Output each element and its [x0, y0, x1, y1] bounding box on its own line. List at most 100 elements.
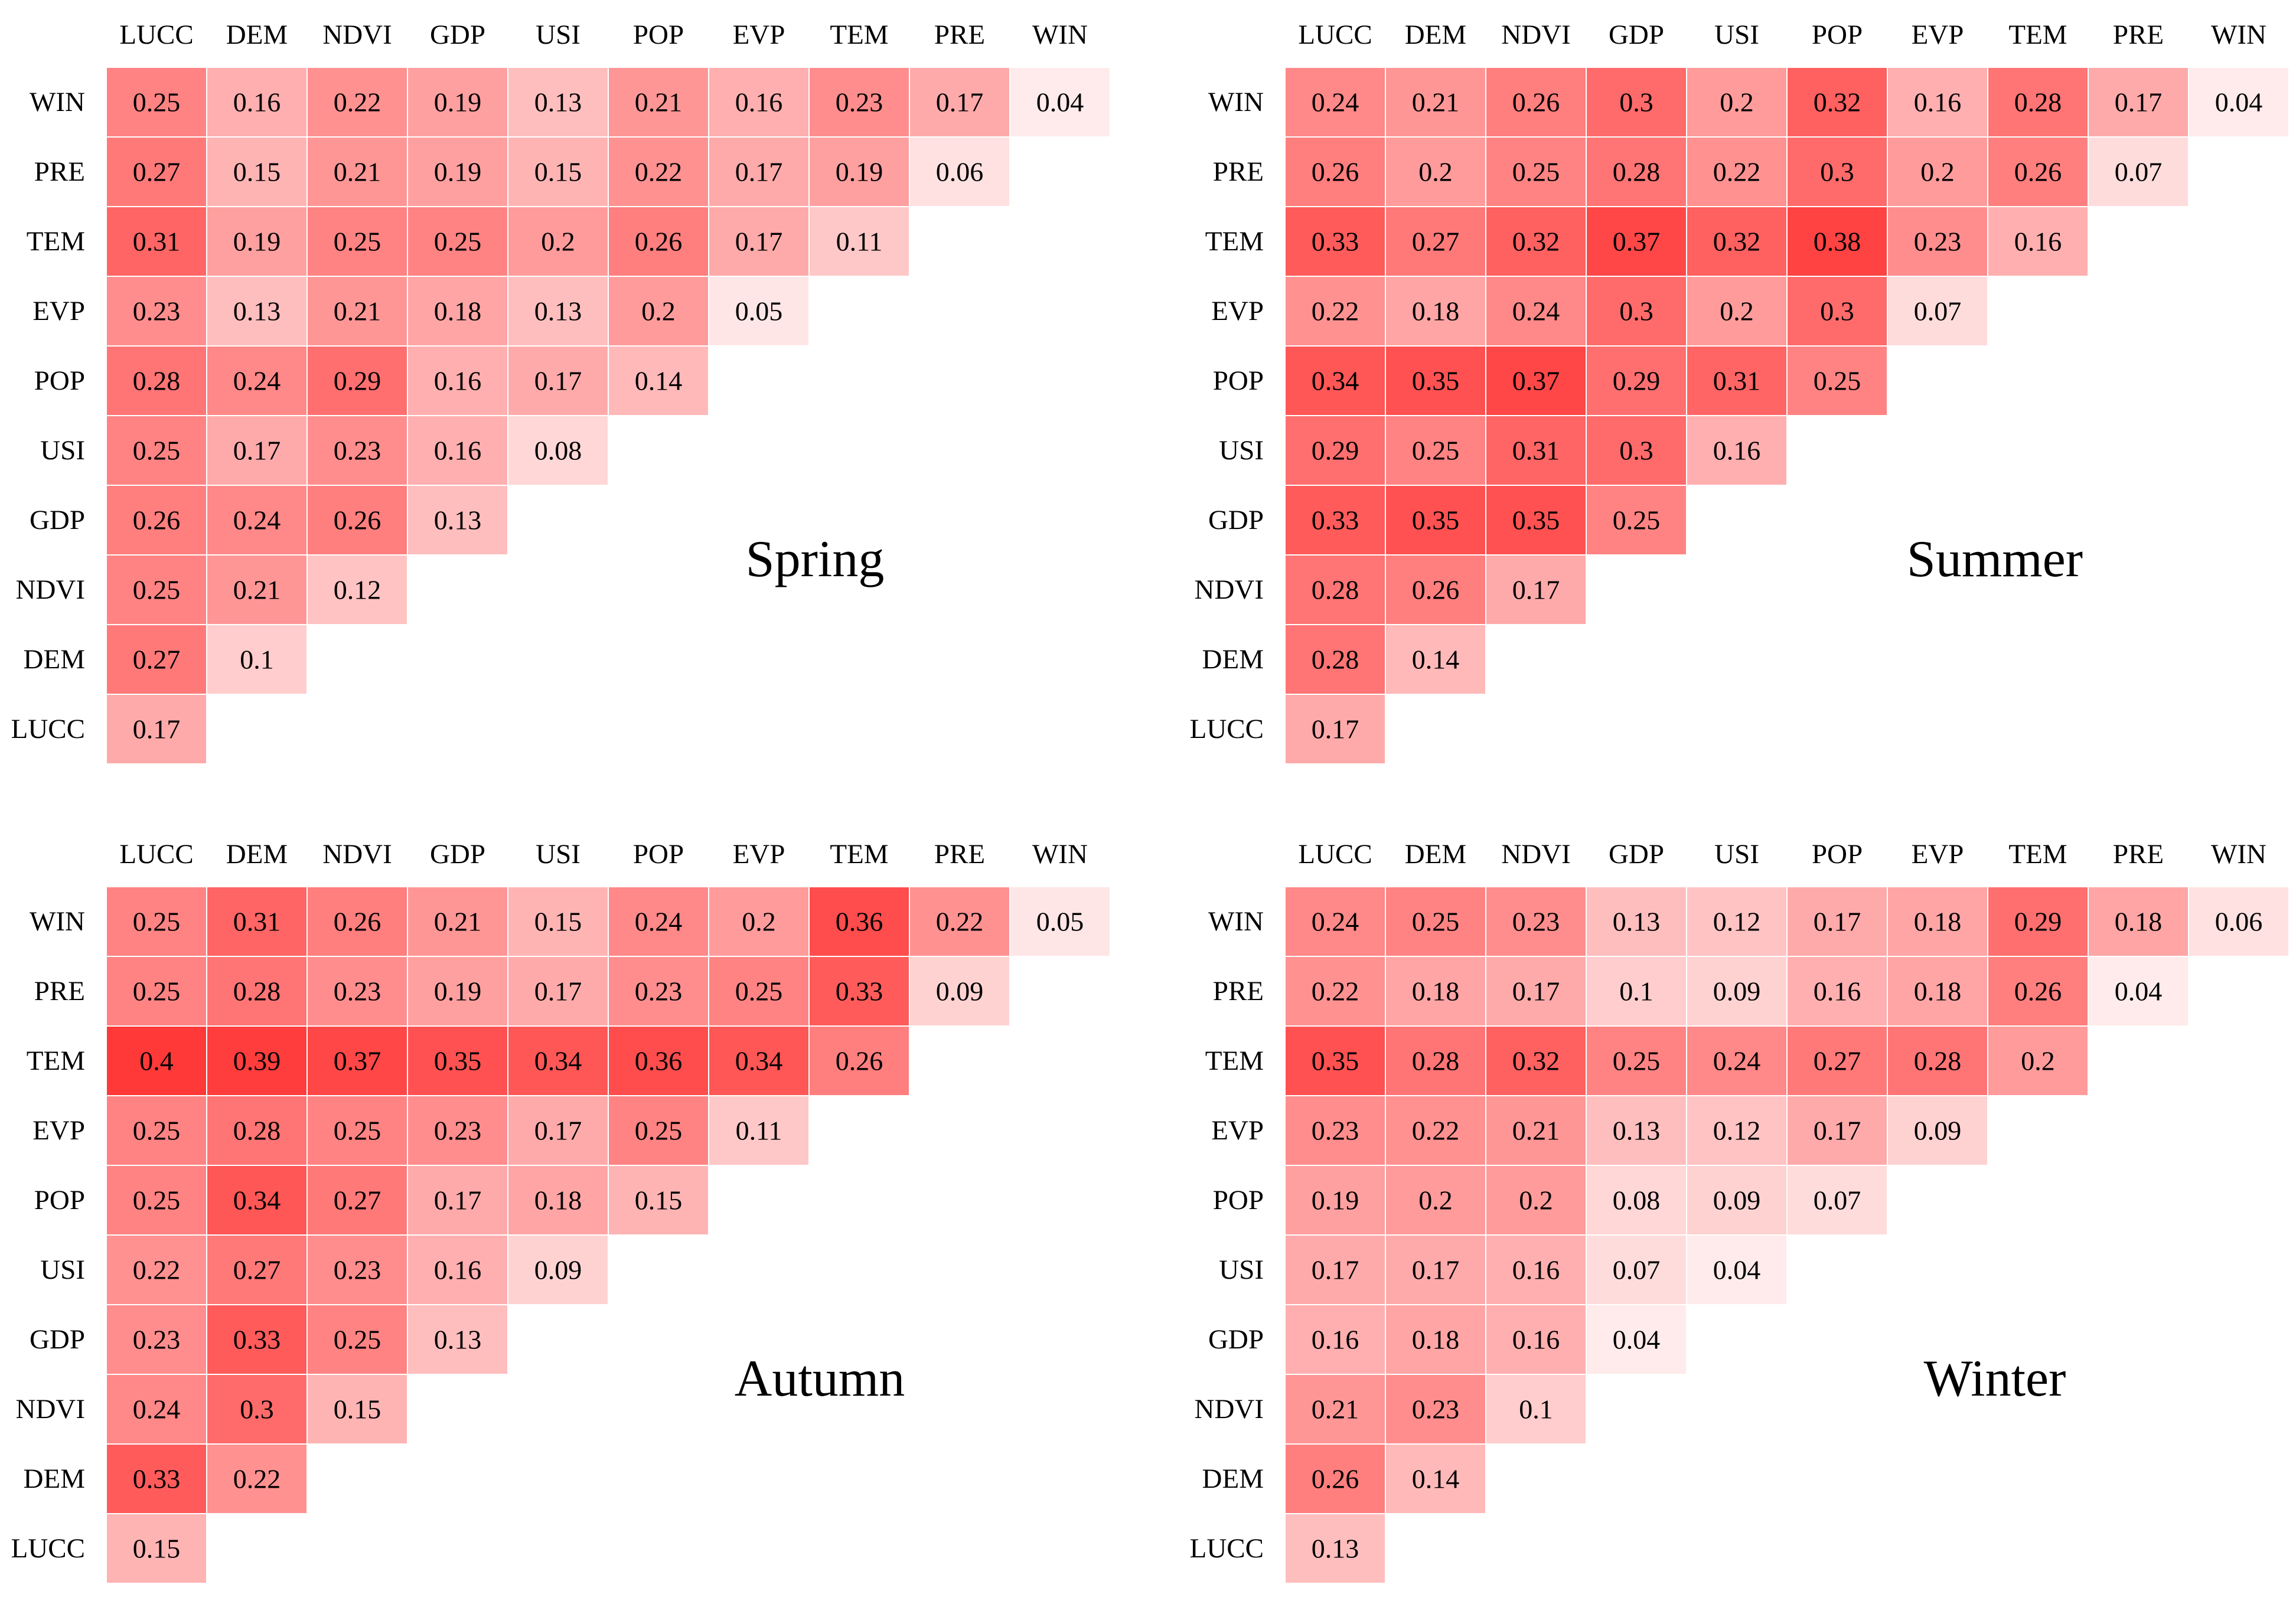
summer-heatmap-cell	[1586, 206, 1687, 277]
autumn-heatmap-cell	[608, 956, 709, 1027]
autumn-heatmap-cell	[507, 886, 609, 957]
winter-y-tick-tem: TEM	[1205, 1046, 1264, 1076]
winter-cell-value-label: 0.16	[1814, 976, 1861, 1007]
autumn-cell-value-label: 0.37	[334, 1046, 381, 1076]
winter-heatmap-cell	[1987, 886, 2089, 957]
summer-heatmap-cell	[1385, 624, 1486, 695]
spring-cell-value-label: 0.2	[641, 296, 676, 326]
spring-cell-value-label: 0.18	[434, 296, 482, 326]
spring-cell-value-label: 0.27	[133, 157, 181, 187]
summer-x-tick-win: WIN	[2211, 19, 2266, 50]
summer-x-tick-evp: EVP	[1912, 19, 1964, 50]
autumn-cell-value-label: 0.25	[334, 1116, 381, 1146]
winter-y-tick-win: WIN	[1208, 906, 1264, 937]
spring-heatmap-cell	[206, 624, 308, 695]
winter-cell-value-label: 0.06	[2215, 907, 2263, 937]
summer-cell-value-label: 0.29	[1312, 436, 1359, 466]
autumn-heatmap-cell	[608, 886, 709, 957]
summer-cell-value-label: 0.32	[1713, 227, 1761, 257]
autumn-heatmap-cell	[106, 1374, 207, 1445]
winter-cell-value-label: 0.17	[1412, 1255, 1460, 1285]
spring-heatmap-cell	[808, 136, 910, 207]
summer-heatmap-cell	[1987, 136, 2089, 207]
winter-cell-value-label: 0.24	[1312, 907, 1359, 937]
summer-cell-value-label: 0.25	[1613, 505, 1661, 535]
winter-cell-value-label: 0.24	[1713, 1046, 1761, 1076]
summer-cell-value-label: 0.24	[1512, 296, 1560, 326]
winter-heatmap-panel: LUCC DEM NDVI GDP USI POP EVP TEM PRE WIN WIN PRE TE…	[1190, 839, 2290, 1584]
winter-heatmap-cell	[1284, 1304, 1386, 1375]
spring-cell-value-label: 0.23	[334, 436, 381, 466]
autumn-cell-value-label: 0.13	[434, 1325, 482, 1355]
autumn-heatmap-cell	[608, 1025, 709, 1096]
summer-cell-value-label: 0.37	[1512, 366, 1560, 396]
spring-heatmap-cell	[206, 415, 308, 486]
summer-heatmap-cell	[1385, 206, 1486, 277]
autumn-cell-value-label: 0.15	[334, 1394, 381, 1425]
summer-cell-value-label: 0.26	[1512, 87, 1560, 117]
summer-heatmap-cell	[2088, 136, 2189, 207]
autumn-heatmap-cell	[106, 1513, 207, 1584]
spring-x-tick-usi: USI	[536, 19, 580, 50]
summer-cell-value-label: 0.37	[1613, 227, 1661, 257]
winter-cell-value-label: 0.22	[1312, 976, 1359, 1007]
autumn-x-tick-pop: POP	[633, 839, 684, 870]
autumn-cell-value-label: 0.24	[133, 1394, 181, 1425]
autumn-y-tick-evp: EVP	[32, 1115, 85, 1146]
spring-heatmap-cell	[306, 415, 408, 486]
winter-x-tick-gdp: GDP	[1609, 839, 1664, 870]
summer-cell-value-label: 0.16	[2014, 227, 2062, 257]
summer-heatmap-cell	[1586, 415, 1687, 486]
spring-cell-value-label: 0.13	[233, 296, 281, 326]
autumn-cell-value-label: 0.17	[534, 976, 582, 1007]
winter-heatmap-cell	[1385, 1374, 1486, 1445]
summer-heatmap-cell	[1284, 67, 1386, 138]
spring-cell-value-label: 0.14	[635, 366, 683, 396]
autumn-cell-value-label: 0.2	[742, 907, 776, 937]
spring-heatmap-cell	[909, 136, 1010, 207]
autumn-heatmap-cell	[608, 1165, 709, 1236]
autumn-cell-value-label: 0.25	[133, 1116, 181, 1146]
summer-x-tick-usi: USI	[1714, 19, 1759, 50]
summer-x-tick-lucc: LUCC	[1298, 19, 1372, 50]
summer-cell-value-label: 0.17	[2115, 87, 2163, 117]
autumn-heatmap-cell	[708, 956, 810, 1027]
autumn-heatmap-cell	[206, 1234, 308, 1305]
winter-heatmap-cell	[2088, 956, 2189, 1027]
winter-heatmap-cell	[1485, 1165, 1587, 1236]
autumn-cell-value-label: 0.34	[735, 1046, 783, 1076]
autumn-cell-value-label: 0.17	[434, 1185, 482, 1216]
autumn-y-tick-gdp: GDP	[30, 1324, 85, 1355]
winter-x-tick-ndvi: NDVI	[1501, 839, 1570, 870]
summer-y-tick-gdp: GDP	[1208, 505, 1264, 535]
autumn-heatmap-cell	[708, 1095, 810, 1166]
autumn-heatmap-cell	[206, 1095, 308, 1166]
winter-heatmap-cell	[1485, 1025, 1587, 1096]
summer-heatmap-cell	[1284, 694, 1386, 765]
spring-heatmap-cell	[708, 136, 810, 207]
summer-heatmap-cell	[1686, 276, 1788, 347]
winter-cell-value-label: 0.21	[1312, 1394, 1359, 1425]
summer-heatmap-cell	[1284, 206, 1386, 277]
summer-cell-value-label: 0.14	[1412, 645, 1460, 675]
autumn-heatmap-cell	[407, 1234, 508, 1305]
autumn-heatmap-cell	[106, 1165, 207, 1236]
autumn-heatmap-cell	[306, 1165, 408, 1236]
winter-heatmap-cell	[1385, 886, 1486, 957]
summer-cell-value-label: 0.35	[1412, 366, 1460, 396]
autumn-cell-value-label: 0.09	[936, 976, 984, 1007]
summer-heatmap-cell	[1485, 206, 1587, 277]
spring-heatmap-cell	[106, 345, 207, 416]
summer-cell-value-label: 0.3	[1619, 296, 1653, 326]
spring-heatmap-cell	[608, 206, 709, 277]
spring-heatmap-cell	[507, 345, 609, 416]
winter-cell-value-label: 0.13	[1613, 1116, 1661, 1146]
summer-cell-value-label: 0.28	[1613, 157, 1661, 187]
summer-heatmap-cell	[1586, 136, 1687, 207]
summer-cell-value-label: 0.22	[1312, 296, 1359, 326]
spring-cell-value-label: 0.04	[1036, 87, 1084, 117]
spring-x-tick-lucc: LUCC	[119, 19, 193, 50]
summer-heatmap-cell	[1385, 276, 1486, 347]
winter-heatmap-cell	[1586, 956, 1687, 1027]
summer-cell-value-label: 0.32	[1512, 227, 1560, 257]
